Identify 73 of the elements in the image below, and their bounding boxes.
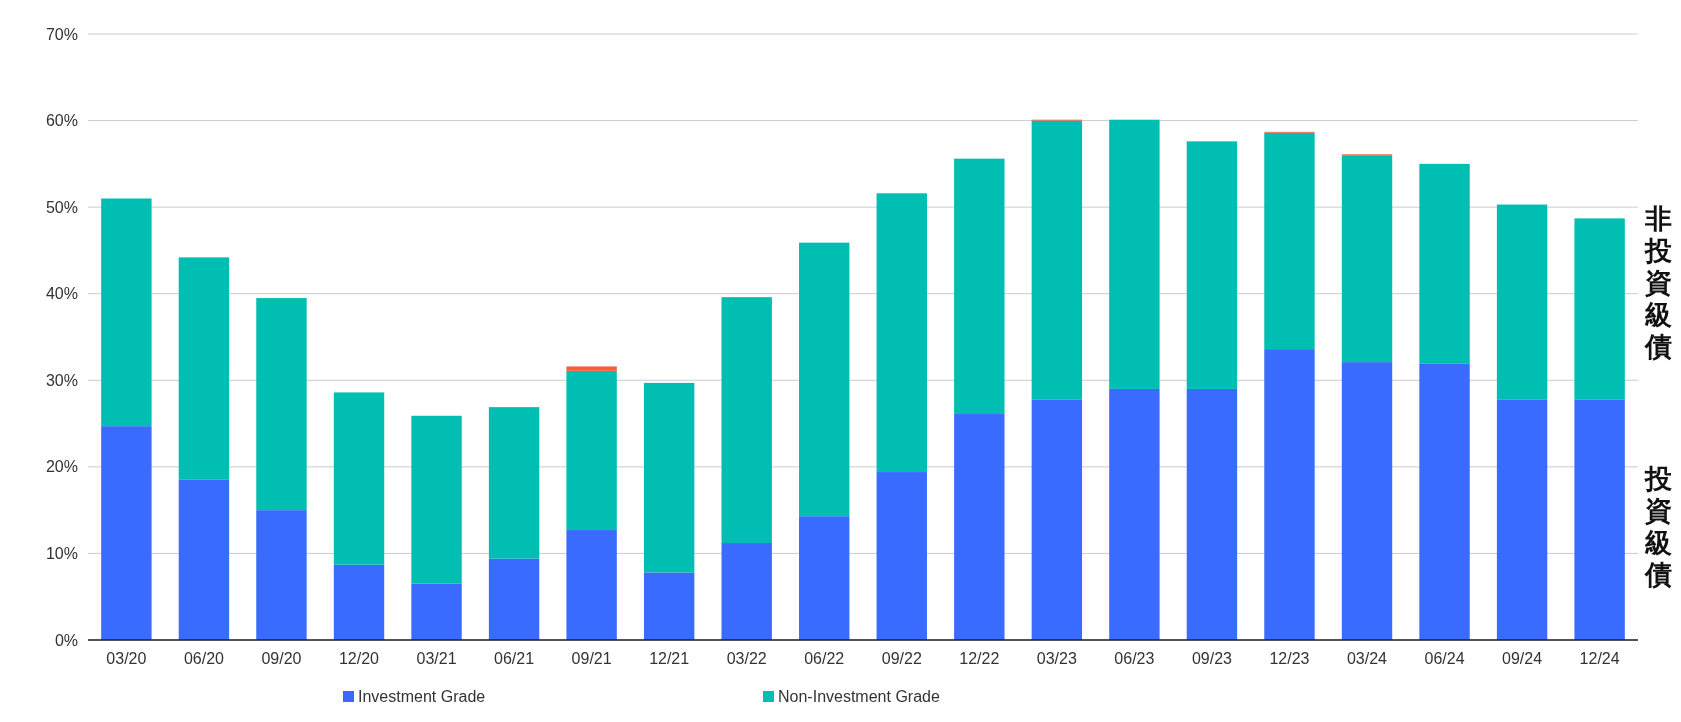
bar	[799, 516, 850, 640]
y-tick-label: 20%	[45, 458, 78, 476]
bar	[411, 583, 462, 640]
bar	[1186, 388, 1238, 640]
x-tick-label: 03/21	[416, 650, 457, 667]
x-tick-label: 03/24	[1346, 650, 1388, 667]
y-tick-label: 50%	[45, 198, 78, 216]
x-tick-label: 09/23	[1191, 650, 1233, 667]
bar	[1186, 141, 1238, 389]
x-tick-label: 03/22	[726, 650, 767, 667]
x-tick-label: 09/21	[571, 650, 612, 667]
bar	[1031, 120, 1083, 400]
bar	[721, 297, 772, 544]
y-tick-label: 70%	[45, 25, 78, 43]
bar	[1574, 399, 1625, 640]
bar	[566, 366, 617, 371]
x-tick-label: 12/23	[1269, 650, 1310, 667]
x-tick-label: 03/23	[1036, 650, 1077, 667]
bar	[566, 370, 617, 531]
x-tick-label: 09/24	[1502, 650, 1543, 667]
bar	[876, 193, 927, 473]
x-tick-label: 06/20	[183, 650, 225, 667]
x-tick-label: 03/20	[106, 650, 147, 667]
bar	[566, 530, 617, 640]
bar	[333, 564, 385, 640]
bar	[1419, 163, 1470, 364]
x-tick-label: 12/21	[649, 650, 690, 667]
bar	[954, 158, 1005, 415]
bar	[643, 382, 695, 573]
legend-label: Non-Investment Grade	[778, 688, 940, 705]
bar	[411, 415, 462, 584]
bar	[1496, 399, 1548, 640]
bar	[1109, 119, 1160, 389]
bar	[721, 543, 772, 640]
bar	[876, 472, 927, 640]
text: 非投資級債	[1643, 203, 1672, 362]
bar	[256, 510, 307, 640]
bar	[333, 392, 385, 565]
bar	[1496, 204, 1548, 400]
bar	[488, 558, 540, 640]
bar	[101, 426, 152, 640]
bar	[1574, 218, 1625, 400]
x-tick-label: 12/24	[1579, 650, 1620, 667]
text: 投資級債	[1643, 463, 1672, 590]
x-tick-label: 06/22	[804, 650, 845, 667]
x-tick-label: 09/20	[261, 650, 302, 667]
bar	[256, 298, 307, 511]
bar	[1264, 349, 1315, 640]
x-tick-label: 06/24	[1424, 650, 1465, 667]
bar	[1264, 132, 1315, 350]
y-tick-label: 40%	[45, 285, 78, 303]
bar	[1031, 399, 1083, 640]
bar	[643, 572, 695, 640]
bar	[799, 242, 850, 517]
y-tick-label: 10%	[45, 545, 78, 563]
bar	[488, 407, 540, 559]
x-tick-label: 12/22	[959, 650, 1000, 667]
bar	[954, 414, 1005, 640]
bar	[1109, 388, 1160, 640]
x-tick-label: 06/21	[494, 650, 535, 667]
bar	[178, 479, 230, 640]
x-tick-label: 09/22	[881, 650, 922, 667]
bar	[1341, 155, 1393, 363]
x-tick-label: 12/20	[338, 650, 380, 667]
bar	[178, 257, 230, 480]
bar	[101, 198, 152, 427]
y-tick-label: 30%	[45, 371, 78, 389]
x-tick-label: 06/23	[1114, 650, 1155, 667]
y-tick-label: 0%	[54, 631, 78, 649]
y-tick-label: 60%	[45, 112, 78, 130]
bar	[1419, 363, 1470, 640]
legend-label: Investment Grade	[358, 688, 486, 705]
bar	[1341, 362, 1393, 640]
